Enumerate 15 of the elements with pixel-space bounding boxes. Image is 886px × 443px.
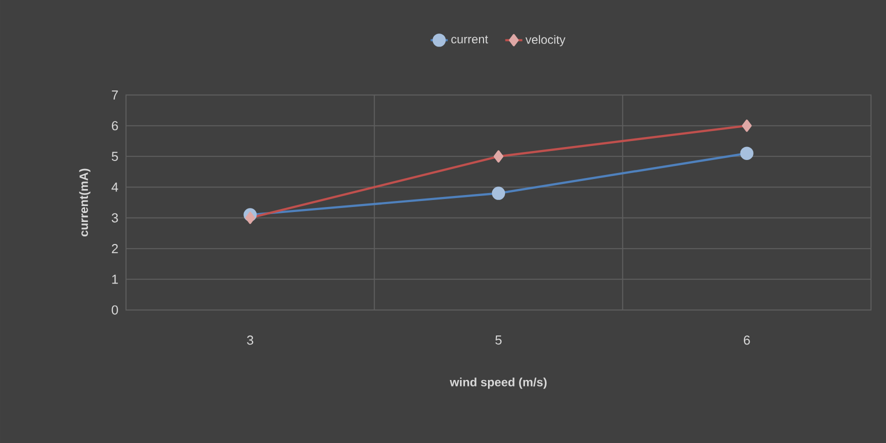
y-tick-label: 2	[112, 244, 118, 254]
x-tick-label: 5	[495, 336, 502, 345]
y-tick-label: 5	[112, 152, 118, 161]
x-tick-label: 6	[744, 336, 750, 345]
y-tick-label: 1	[112, 274, 118, 284]
y-tick-label: 3	[112, 213, 118, 222]
y-tick-label: 0	[112, 305, 118, 315]
y-tick-label: 6	[112, 121, 118, 130]
x-axis-title: wind speed (m/s)	[450, 378, 547, 389]
x-tick-label: 3	[247, 336, 254, 345]
y-axis-title: current(mA)	[79, 168, 90, 236]
legend-label: velocity	[525, 35, 566, 46]
y-tick-label: 4	[112, 182, 118, 192]
legend-label: current	[451, 36, 488, 44]
y-tick-label: 7	[112, 90, 118, 100]
